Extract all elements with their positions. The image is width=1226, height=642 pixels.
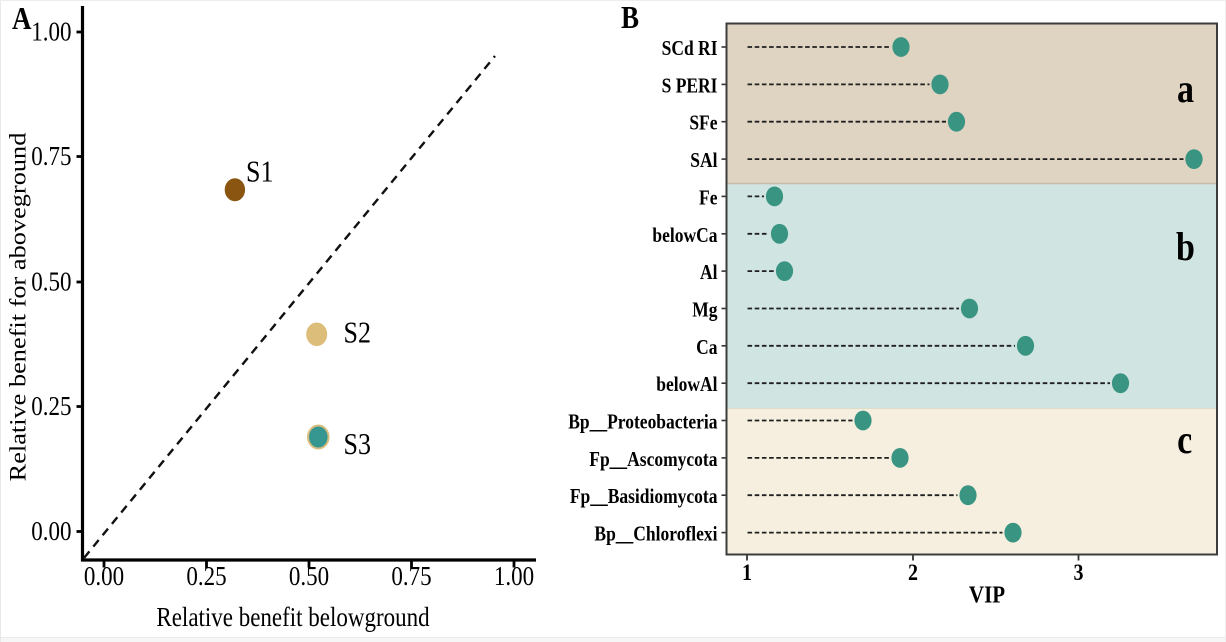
svg-text:Al: Al bbox=[700, 262, 717, 285]
svg-text:Mg: Mg bbox=[692, 299, 718, 322]
svg-text:3: 3 bbox=[1073, 560, 1083, 586]
svg-text:S PERI: S PERI bbox=[662, 75, 718, 98]
svg-text:S2: S2 bbox=[344, 317, 371, 350]
svg-text:Ca: Ca bbox=[696, 337, 718, 360]
svg-text:1.00: 1.00 bbox=[494, 562, 534, 591]
svg-text:SCd RI: SCd RI bbox=[662, 38, 718, 61]
svg-text:0.00: 0.00 bbox=[31, 517, 71, 546]
svg-text:0.75: 0.75 bbox=[31, 142, 71, 171]
svg-text:Fp__Ascomycota: Fp__Ascomycota bbox=[589, 449, 718, 472]
svg-text:0.00: 0.00 bbox=[84, 562, 124, 591]
svg-text:0.50: 0.50 bbox=[31, 268, 71, 297]
svg-text:S3: S3 bbox=[344, 428, 371, 461]
svg-text:Relative benefit for abovegrou: Relative benefit for aboveground bbox=[6, 132, 31, 481]
svg-text:SAl: SAl bbox=[690, 150, 717, 173]
svg-text:Fe: Fe bbox=[699, 187, 717, 210]
svg-text:VIP: VIP bbox=[969, 581, 1005, 608]
svg-text:0.25: 0.25 bbox=[186, 562, 226, 591]
svg-text:Relative benefit belowground: Relative benefit belowground bbox=[156, 603, 430, 632]
svg-text:0.50: 0.50 bbox=[289, 562, 329, 591]
svg-text:a: a bbox=[1177, 67, 1194, 111]
svg-text:1: 1 bbox=[742, 560, 752, 586]
svg-text:0.25: 0.25 bbox=[31, 392, 71, 421]
svg-text:B: B bbox=[621, 1, 639, 36]
svg-text:0.75: 0.75 bbox=[391, 562, 431, 591]
svg-text:S1: S1 bbox=[246, 156, 273, 189]
svg-text:belowCa: belowCa bbox=[652, 225, 717, 248]
svg-text:b: b bbox=[1176, 225, 1195, 269]
svg-text:A: A bbox=[12, 2, 32, 37]
svg-text:Bp__Proteobacteria: Bp__Proteobacteria bbox=[568, 411, 718, 434]
svg-text:2: 2 bbox=[908, 560, 918, 586]
svg-text:Fp__Basidiomycota: Fp__Basidiomycota bbox=[570, 486, 718, 509]
svg-text:SFe: SFe bbox=[689, 112, 717, 135]
svg-text:belowAl: belowAl bbox=[656, 374, 717, 397]
svg-text:c: c bbox=[1177, 418, 1192, 462]
svg-text:1.00: 1.00 bbox=[31, 18, 71, 47]
svg-text:Bp__Chloroflexi: Bp__Chloroflexi bbox=[594, 523, 718, 546]
